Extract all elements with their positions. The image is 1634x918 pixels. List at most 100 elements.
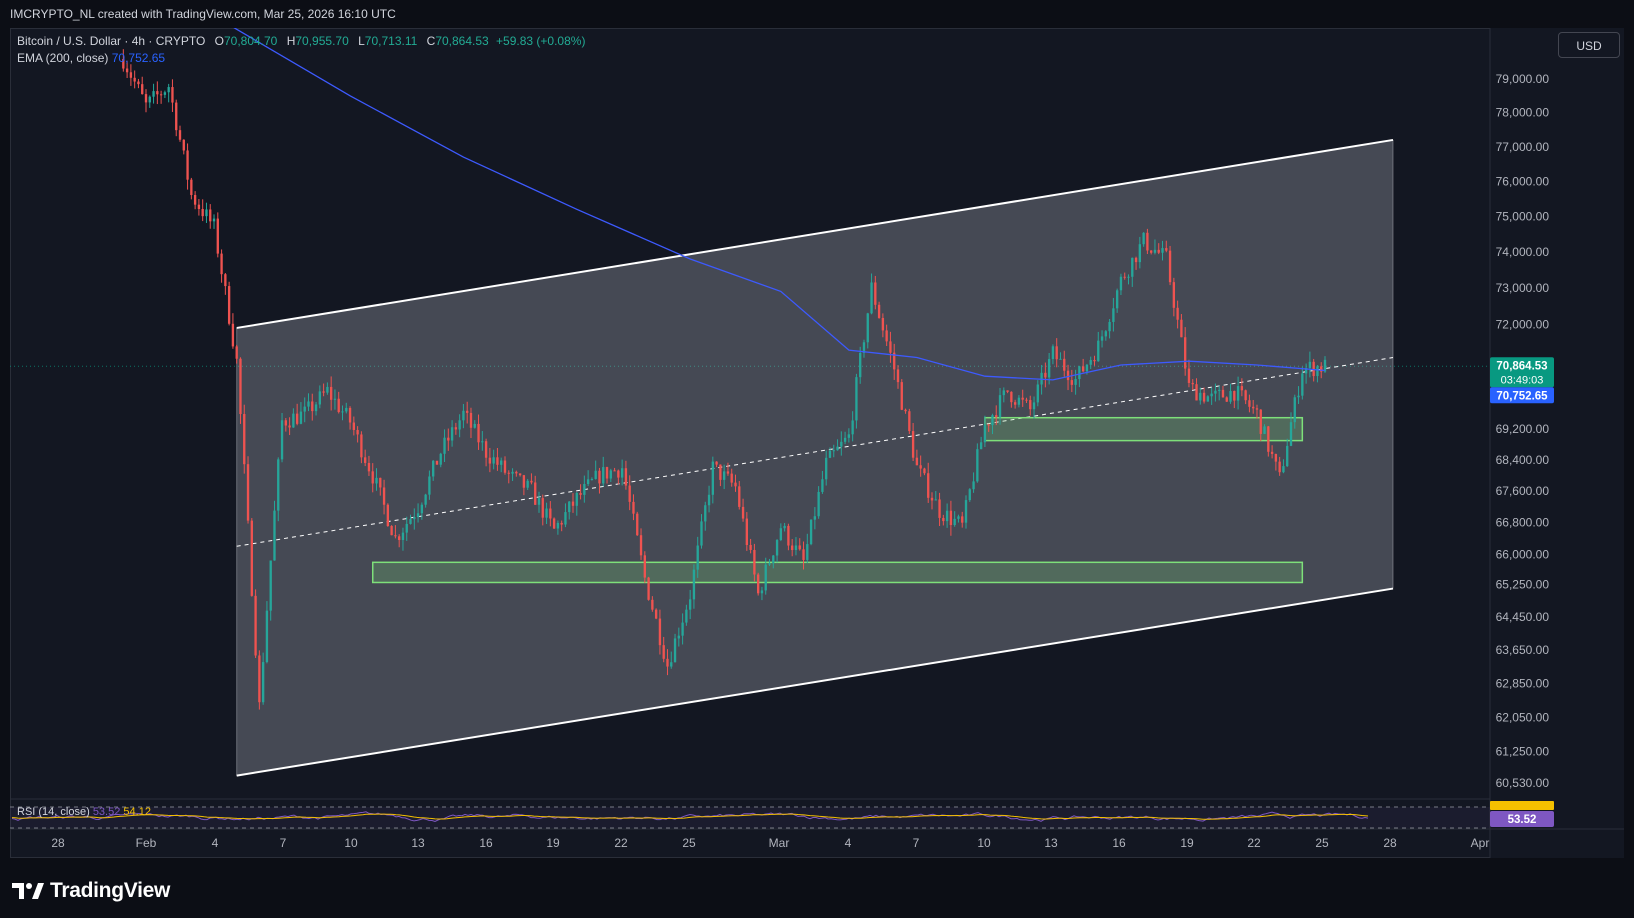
- candle-body: [605, 467, 609, 479]
- candle-body: [1191, 382, 1194, 385]
- candle-body: [643, 555, 646, 578]
- candle-body: [216, 218, 219, 254]
- price-tick-label: 62,850.00: [1496, 677, 1550, 691]
- candle-body: [1123, 276, 1126, 278]
- candle-body: [201, 208, 204, 217]
- candle-body: [269, 560, 272, 611]
- rsi-value-marker: [1490, 811, 1554, 827]
- ema-price-marker: [1490, 387, 1554, 404]
- candle-body: [866, 313, 869, 343]
- candle-body: [1021, 397, 1024, 400]
- candle-body: [930, 497, 934, 501]
- currency-button[interactable]: USD: [1558, 32, 1620, 58]
- candle-body: [447, 437, 450, 441]
- tradingview-logo[interactable]: TradingView: [12, 876, 170, 906]
- open-key: O: [214, 34, 224, 48]
- candle-body: [209, 209, 212, 222]
- candle-body: [685, 609, 688, 623]
- candle-body: [1233, 390, 1236, 401]
- candle-body: [416, 513, 420, 518]
- time-tick-label: 22: [1247, 836, 1261, 850]
- candle-body: [1240, 386, 1244, 391]
- symbol-legend[interactable]: Bitcoin / U.S. Dollar · 4h · CRYPTO O70,…: [17, 34, 585, 48]
- candle-body: [1221, 389, 1225, 398]
- support-zone-2: [984, 416, 1304, 442]
- candle-body: [964, 500, 968, 523]
- candle-body: [1218, 389, 1221, 391]
- time-tick-label: 25: [682, 836, 696, 850]
- candle-body: [552, 518, 556, 529]
- time-tick-label: Feb: [136, 836, 157, 850]
- candle-body: [757, 574, 760, 594]
- candle-body: [1270, 451, 1274, 454]
- candle-body: [772, 555, 775, 564]
- candle-body: [877, 304, 881, 318]
- candle-body: [741, 506, 745, 519]
- candle-body: [258, 655, 261, 703]
- candle-body: [1013, 402, 1017, 405]
- candle-body: [1036, 384, 1039, 403]
- price-tick-label: 76,000.00: [1496, 174, 1550, 188]
- price-axis-bg: [1490, 28, 1624, 858]
- candle-body: [1225, 397, 1228, 402]
- candle-body: [632, 501, 635, 514]
- candle-body: [1074, 379, 1077, 385]
- candle-body: [979, 442, 983, 450]
- candle-body: [318, 391, 321, 405]
- ema-polyline: [233, 28, 1326, 381]
- candle-body: [273, 510, 276, 561]
- rsi-ma-value: 54.12: [123, 806, 151, 818]
- time-tick-label: 16: [1112, 836, 1126, 850]
- candle-body: [798, 545, 801, 550]
- ema-legend[interactable]: EMA (200, close) 70,752.65: [17, 51, 165, 65]
- candle-body: [367, 462, 371, 472]
- candle-body: [836, 446, 839, 451]
- candle-body: [193, 195, 197, 205]
- rsi-legend[interactable]: RSI (14, close) 53.52 54.12: [17, 806, 151, 818]
- candle-body: [919, 465, 922, 469]
- high-key: H: [286, 34, 296, 48]
- ema-line: [233, 28, 1326, 381]
- candle-body: [413, 517, 416, 520]
- time-tick-label: 28: [51, 836, 65, 850]
- candle-body: [760, 590, 764, 594]
- candle-body: [186, 150, 189, 180]
- close-price-marker: [1490, 357, 1554, 388]
- candle-body: [817, 491, 820, 517]
- candle-body: [828, 450, 832, 458]
- candle-body: [178, 130, 182, 140]
- candle-body: [159, 94, 163, 96]
- candle-body: [1210, 393, 1213, 397]
- candle-body: [167, 87, 170, 93]
- candle-body: [171, 87, 174, 103]
- candle-body: [1112, 308, 1115, 322]
- candle-body: [1150, 250, 1153, 253]
- candle-body: [341, 411, 344, 413]
- rsi-label: RSI (14, close): [17, 806, 90, 818]
- candle-body: [764, 564, 767, 591]
- candle-body: [394, 535, 397, 537]
- candle-body: [802, 549, 805, 560]
- candle-body: [791, 545, 794, 551]
- price-tick-label: 77,000.00: [1496, 140, 1550, 154]
- candle-body: [1161, 248, 1164, 253]
- candle-body: [711, 461, 714, 495]
- candle-body: [991, 415, 994, 426]
- candle-body: [586, 479, 590, 485]
- price-tick-label: 62,050.00: [1496, 710, 1550, 724]
- candle-body: [893, 352, 896, 370]
- candle-body: [1044, 372, 1047, 378]
- candle-body: [1138, 244, 1142, 263]
- candle-body: [617, 470, 620, 478]
- candle-body: [598, 470, 601, 484]
- candle-body: [481, 441, 484, 443]
- candle-body: [364, 457, 367, 463]
- time-tick-label: 4: [212, 836, 219, 850]
- candle-body: [1176, 307, 1179, 320]
- candle-body: [314, 404, 318, 412]
- candle-body: [534, 482, 537, 505]
- candle-body: [409, 519, 412, 524]
- candle-body: [564, 512, 567, 525]
- candle-body: [825, 457, 828, 480]
